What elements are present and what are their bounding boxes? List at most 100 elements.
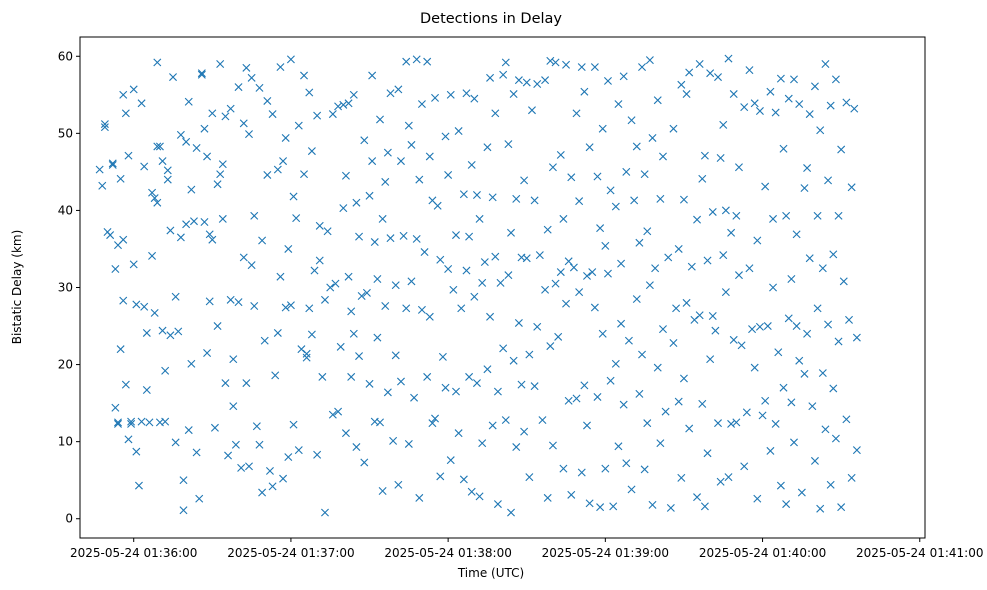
data-point	[520, 427, 529, 436]
data-point	[281, 133, 290, 142]
data-point	[315, 221, 324, 230]
data-point	[700, 502, 709, 511]
data-point	[769, 214, 778, 223]
data-point	[729, 90, 738, 99]
data-point	[562, 60, 571, 69]
data-point	[664, 253, 673, 262]
data-point	[839, 277, 848, 286]
data-point	[776, 74, 785, 83]
data-point	[750, 99, 759, 108]
data-point	[394, 85, 403, 94]
data-point	[114, 419, 122, 428]
data-point	[648, 500, 657, 509]
data-point	[300, 170, 309, 179]
data-point	[622, 459, 631, 468]
data-point	[527, 106, 536, 115]
data-point	[114, 418, 122, 427]
data-point	[737, 341, 746, 350]
data-point	[229, 402, 238, 411]
data-point	[672, 304, 681, 313]
data-point	[829, 384, 838, 393]
data-point	[745, 264, 754, 273]
data-point	[559, 214, 568, 223]
data-point	[598, 329, 607, 338]
data-point	[727, 228, 736, 237]
data-point	[391, 351, 400, 360]
data-point	[404, 439, 413, 448]
data-point	[504, 140, 513, 149]
data-point	[580, 381, 589, 390]
data-point	[562, 299, 571, 308]
data-point	[525, 473, 534, 482]
data-point	[658, 152, 667, 161]
data-point	[653, 363, 662, 372]
data-point	[703, 449, 712, 458]
data-point	[818, 369, 827, 378]
data-point	[205, 297, 214, 306]
data-point	[470, 292, 479, 301]
data-point	[438, 352, 447, 361]
data-point	[724, 473, 733, 482]
data-point	[383, 388, 392, 397]
data-point	[748, 325, 757, 334]
data-point	[831, 434, 840, 443]
data-point	[124, 151, 133, 160]
data-point	[732, 418, 741, 427]
data-point	[161, 366, 170, 375]
data-point	[533, 80, 542, 89]
data-point	[250, 302, 259, 310]
data-point	[693, 493, 702, 502]
data-point	[779, 144, 788, 153]
data-point	[845, 315, 854, 324]
x-tick-label: 2025-05-24 01:38:00	[384, 546, 511, 560]
data-point	[520, 176, 529, 185]
data-point	[221, 112, 230, 121]
data-point	[268, 482, 277, 491]
data-point	[127, 419, 136, 428]
data-point	[727, 419, 736, 428]
data-point	[119, 235, 128, 244]
data-point	[522, 78, 531, 87]
data-point	[100, 120, 109, 129]
data-point	[134, 481, 143, 490]
data-point	[279, 157, 288, 166]
data-point	[596, 224, 605, 233]
data-point	[499, 70, 508, 79]
data-point	[593, 392, 602, 401]
data-point	[347, 372, 356, 381]
data-point	[454, 429, 463, 438]
data-point	[779, 383, 788, 392]
data-point	[810, 456, 819, 465]
data-point	[763, 322, 772, 331]
data-point	[365, 379, 374, 388]
data-point	[108, 160, 117, 169]
data-point	[417, 305, 426, 314]
data-point	[420, 248, 429, 257]
data-point	[98, 181, 107, 190]
data-point	[389, 436, 398, 445]
data-point	[776, 481, 785, 490]
data-point	[501, 416, 510, 425]
data-point	[546, 342, 555, 351]
data-point	[265, 466, 274, 475]
data-point	[611, 202, 620, 211]
data-point	[653, 96, 662, 105]
data-point	[719, 251, 728, 260]
data-point	[790, 438, 798, 447]
data-point	[674, 244, 683, 253]
data-point	[632, 295, 641, 304]
data-point	[698, 399, 707, 408]
data-point	[171, 438, 180, 447]
data-point	[522, 254, 531, 263]
data-point	[698, 174, 707, 183]
data-point	[431, 414, 440, 423]
data-point	[583, 271, 591, 280]
data-point	[792, 322, 801, 331]
data-point	[761, 396, 770, 405]
data-point	[771, 419, 780, 428]
data-point	[635, 389, 644, 398]
data-point	[310, 266, 319, 275]
y-tick-label: 50	[58, 126, 73, 140]
data-point	[499, 344, 508, 353]
data-point	[124, 435, 133, 444]
